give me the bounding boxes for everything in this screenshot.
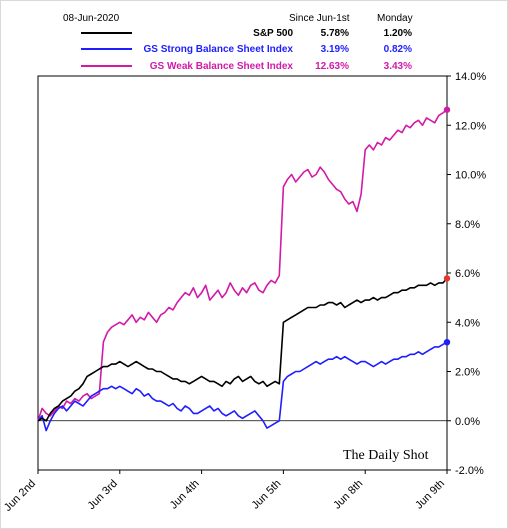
chart-date: 08-Jun-2020 bbox=[63, 13, 120, 24]
y-tick-label: 12.0% bbox=[455, 120, 486, 132]
x-tick-label: Jun 9th bbox=[413, 478, 447, 512]
y-tick-label: -2.0% bbox=[455, 465, 484, 477]
legend-since-value: 5.78% bbox=[321, 28, 349, 39]
legend-since-value: 3.19% bbox=[321, 44, 349, 55]
series-end-marker bbox=[443, 338, 451, 346]
legend-day-value: 3.43% bbox=[384, 61, 412, 72]
legend-series-name: GS Strong Balance Sheet Index bbox=[144, 44, 294, 55]
legend-header-since: Since Jun-1st bbox=[289, 13, 350, 24]
y-tick-label: 14.0% bbox=[455, 71, 486, 83]
series-line bbox=[37, 341, 448, 432]
y-tick-label: 8.0% bbox=[455, 219, 480, 231]
x-tick-label: Jun 8th bbox=[331, 478, 365, 512]
watermark: The Daily Shot bbox=[343, 448, 429, 463]
legend-day-value: 0.82% bbox=[384, 44, 412, 55]
y-tick-label: 2.0% bbox=[455, 367, 480, 379]
y-tick-label: 10.0% bbox=[455, 170, 486, 182]
legend-header-day: Monday bbox=[377, 13, 413, 24]
legend-since-value: 12.63% bbox=[315, 61, 349, 72]
x-tick-label: Jun 4th bbox=[168, 478, 202, 512]
legend: S&P 500 5.78% 1.20% GS Strong Balance Sheet… bbox=[81, 28, 412, 72]
x-tick-label: Jun 2nd bbox=[2, 478, 38, 514]
legend-day-value: 1.20% bbox=[384, 28, 412, 39]
y-tick-label: 0.0% bbox=[455, 416, 480, 428]
plot-border bbox=[37, 75, 448, 471]
series-line bbox=[37, 277, 448, 422]
y-tick-label: 4.0% bbox=[455, 317, 480, 329]
y-tick-label: 6.0% bbox=[455, 268, 480, 280]
x-tick-label: Jun 3rd bbox=[85, 478, 119, 512]
x-tick-label: Jun 5th bbox=[250, 478, 284, 512]
series-line bbox=[37, 109, 448, 422]
series-end-marker bbox=[443, 275, 451, 282]
legend-series-name: S&P 500 bbox=[253, 28, 293, 39]
legend-series-name: GS Weak Balance Sheet Index bbox=[150, 61, 294, 72]
series-end-marker bbox=[443, 106, 451, 113]
